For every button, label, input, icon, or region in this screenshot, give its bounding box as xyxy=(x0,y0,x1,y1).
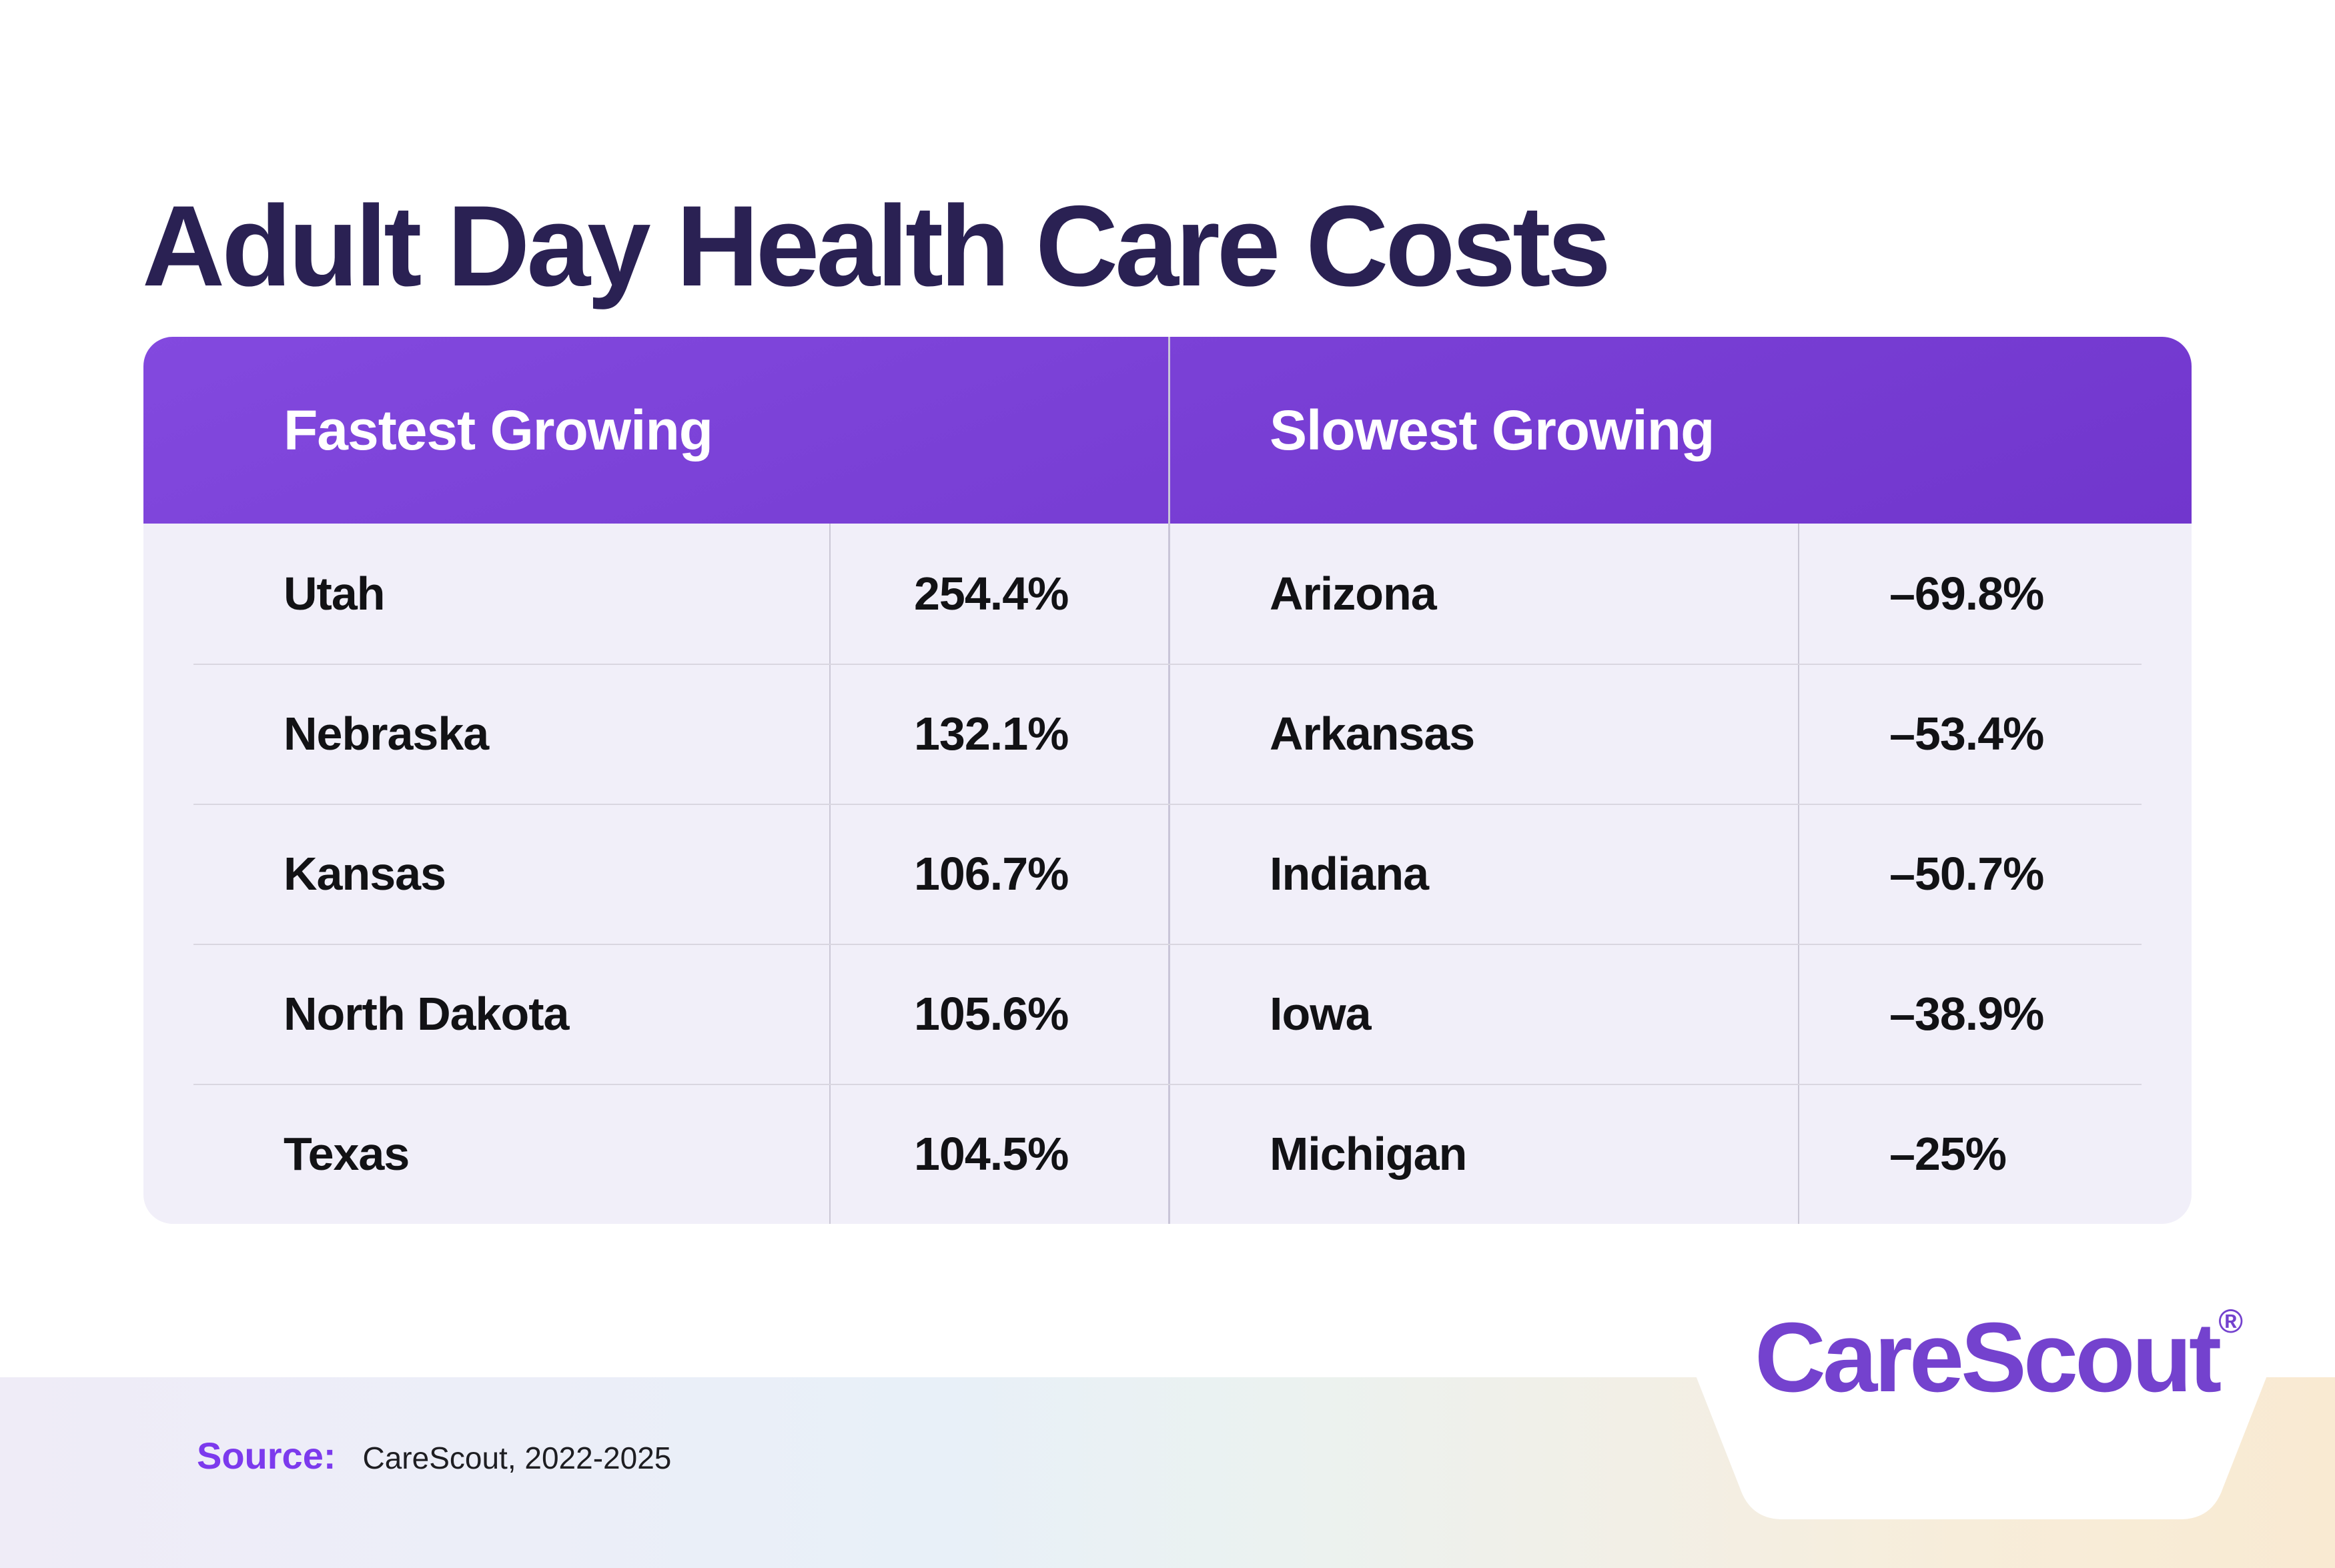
row-separator xyxy=(193,944,2142,945)
carescout-logo-text: CareScout xyxy=(1755,1303,2222,1413)
header-slowest-growing: Slowest Growing xyxy=(1270,398,1715,462)
source-text: CareScout, 2022-2025 xyxy=(362,1441,672,1475)
source-label: Source: xyxy=(197,1435,336,1477)
table-row: Iowa –38.9% xyxy=(1170,944,2192,1084)
registered-trademark-icon: ® xyxy=(2218,1303,2244,1340)
value-cell: 105.6% xyxy=(914,988,1069,1040)
center-column-divider xyxy=(1168,337,1170,1224)
value-cell: 254.4% xyxy=(914,568,1069,620)
state-cell: Michigan xyxy=(1270,1128,1467,1180)
table-row: North Dakota 105.6% xyxy=(143,944,1170,1084)
state-cell: North Dakota xyxy=(284,988,569,1040)
row-separator xyxy=(193,804,2142,805)
row-separator xyxy=(193,1084,2142,1085)
state-cell: Arkansas xyxy=(1270,708,1475,760)
table-row: Kansas 106.7% xyxy=(143,804,1170,944)
value-cell: 132.1% xyxy=(914,708,1069,760)
value-cell: –50.7% xyxy=(1889,848,2044,900)
page-title: Adult Day Health Care Costs xyxy=(142,182,1611,311)
table-row: Nebraska 132.1% xyxy=(143,664,1170,804)
table-row: Utah 254.4% xyxy=(143,524,1170,664)
fastest-growing-section: Utah 254.4% Nebraska 132.1% Kansas 106.7% Nort… xyxy=(143,524,1170,1224)
table-row: Arkansas –53.4% xyxy=(1170,664,2192,804)
table-row: Indiana –50.7% xyxy=(1170,804,2192,944)
value-cell: –69.8% xyxy=(1889,568,2044,620)
row-separator xyxy=(193,664,2142,665)
costs-table: Fastest Growing Slowest Growing Utah 254.… xyxy=(143,337,2192,1224)
state-cell: Iowa xyxy=(1270,988,1372,1040)
value-cell: 106.7% xyxy=(914,848,1069,900)
state-cell: Indiana xyxy=(1270,848,1429,900)
value-cell: –53.4% xyxy=(1889,708,2044,760)
state-cell: Arizona xyxy=(1270,568,1437,620)
state-cell: Kansas xyxy=(284,848,446,900)
logo-tab-shape xyxy=(1696,1376,2267,1519)
table-row: Michigan –25% xyxy=(1170,1084,2192,1224)
state-cell: Nebraska xyxy=(284,708,489,760)
table-row: Texas 104.5% xyxy=(143,1084,1170,1224)
state-cell: Texas xyxy=(284,1128,410,1180)
right-value-divider xyxy=(1798,524,1799,1224)
value-cell: 104.5% xyxy=(914,1128,1069,1180)
value-cell: –38.9% xyxy=(1889,988,2044,1040)
carescout-logo: CareScout® xyxy=(1755,1305,2243,1407)
left-value-divider xyxy=(829,524,831,1224)
header-fastest-growing: Fastest Growing xyxy=(284,398,713,462)
table-body: Utah 254.4% Nebraska 132.1% Kansas 106.7% Nort… xyxy=(143,524,2192,1224)
value-cell: –25% xyxy=(1889,1128,2007,1180)
table-header-row: Fastest Growing Slowest Growing xyxy=(143,337,2192,524)
table-row: Arizona –69.8% xyxy=(1170,524,2192,664)
source-line: Source: CareScout, 2022-2025 xyxy=(197,1434,671,1477)
state-cell: Utah xyxy=(284,568,386,620)
slowest-growing-section: Arizona –69.8% Arkansas –53.4% Indiana –50.7%… xyxy=(1170,524,2192,1224)
